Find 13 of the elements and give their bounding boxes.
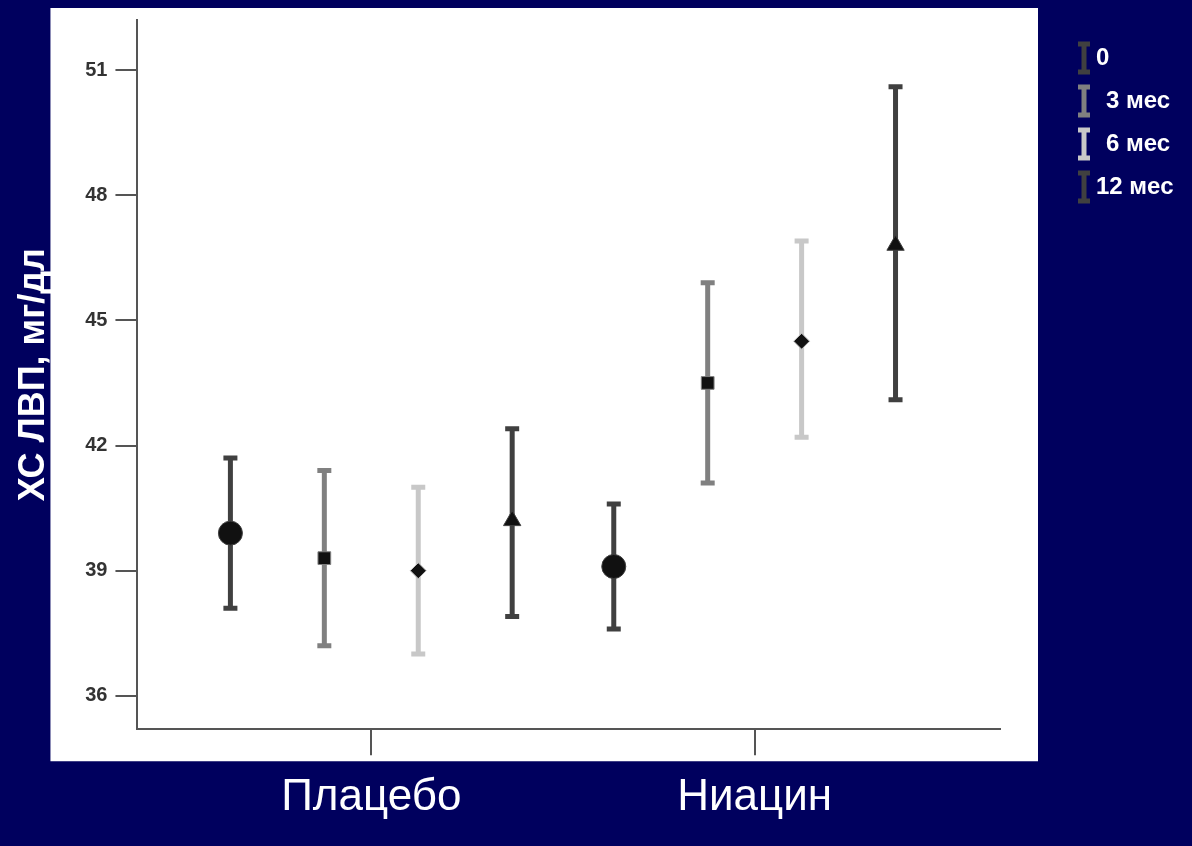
y-tick-label: 51 bbox=[85, 57, 108, 80]
x-tick-label: Ниацин bbox=[677, 769, 833, 819]
x-tick-label: Плацебо bbox=[281, 769, 462, 819]
legend-label: 0 bbox=[1096, 42, 1110, 70]
y-tick-label: 48 bbox=[85, 182, 108, 205]
legend-label: 3 мес bbox=[1106, 85, 1171, 113]
legend-label: 12 мес bbox=[1096, 171, 1174, 199]
y-tick-label: 45 bbox=[85, 307, 108, 330]
y-tick-label: 36 bbox=[85, 683, 108, 706]
y-tick-label: 39 bbox=[85, 558, 108, 581]
legend-label: 6 мес bbox=[1106, 128, 1171, 156]
y-axis-title: ХС ЛВП, мг/дл bbox=[10, 248, 52, 502]
y-tick-label: 42 bbox=[85, 433, 108, 456]
